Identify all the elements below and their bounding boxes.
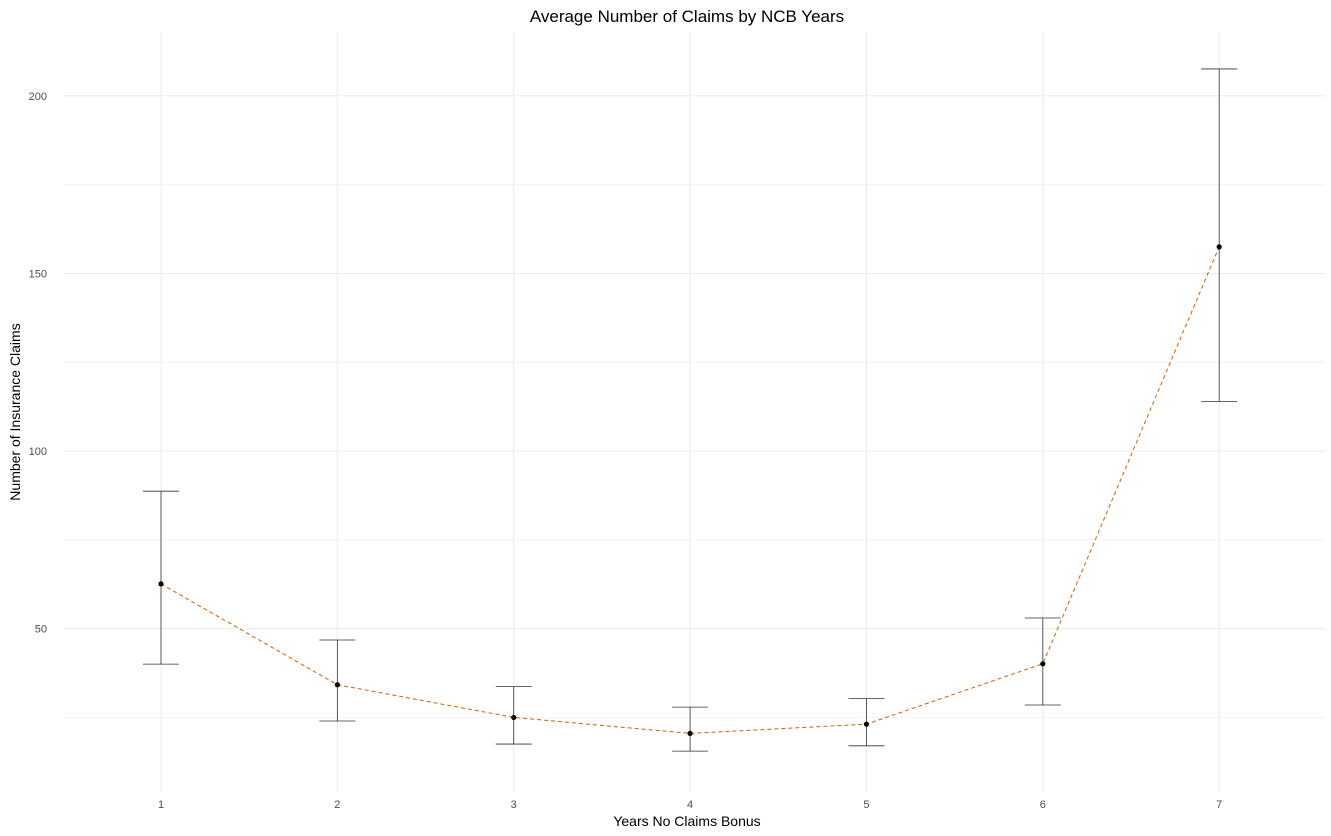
data-points — [158, 244, 1222, 737]
error-bar — [143, 490, 179, 665]
x-tick-label: 5 — [863, 799, 869, 811]
grid — [64, 32, 1325, 792]
x-tick-label: 1 — [158, 799, 164, 811]
error-bar — [1201, 68, 1238, 402]
data-point — [511, 714, 517, 721]
error-bar — [672, 706, 709, 752]
data-point — [1040, 661, 1046, 667]
x-tick-labels: 1 2 3 4 5 6 7 — [158, 799, 1222, 811]
x-tick-label: 4 — [687, 799, 693, 811]
y-tick-label: 150 — [29, 268, 47, 280]
chart-title: Average Number of Claims by NCB Years — [530, 7, 844, 26]
x-tick-label: 6 — [1040, 799, 1046, 811]
data-point — [1216, 244, 1222, 250]
y-axis-label: Number of Insurance Claims — [7, 323, 23, 500]
y-tick-label: 200 — [29, 91, 47, 103]
data-point — [687, 730, 693, 737]
x-tick-label: 3 — [511, 799, 517, 811]
error-bar — [319, 639, 356, 722]
x-axis-label: Years No Claims Bonus — [613, 813, 760, 829]
y-tick-labels: 50 100 150 200 — [29, 91, 47, 636]
data-point — [158, 581, 164, 587]
x-tick-label: 7 — [1216, 799, 1222, 811]
y-tick-label: 100 — [29, 446, 47, 458]
y-tick-label: 50 — [35, 624, 47, 636]
data-point — [863, 721, 870, 727]
data-point — [334, 682, 340, 688]
x-tick-label: 2 — [334, 799, 340, 811]
